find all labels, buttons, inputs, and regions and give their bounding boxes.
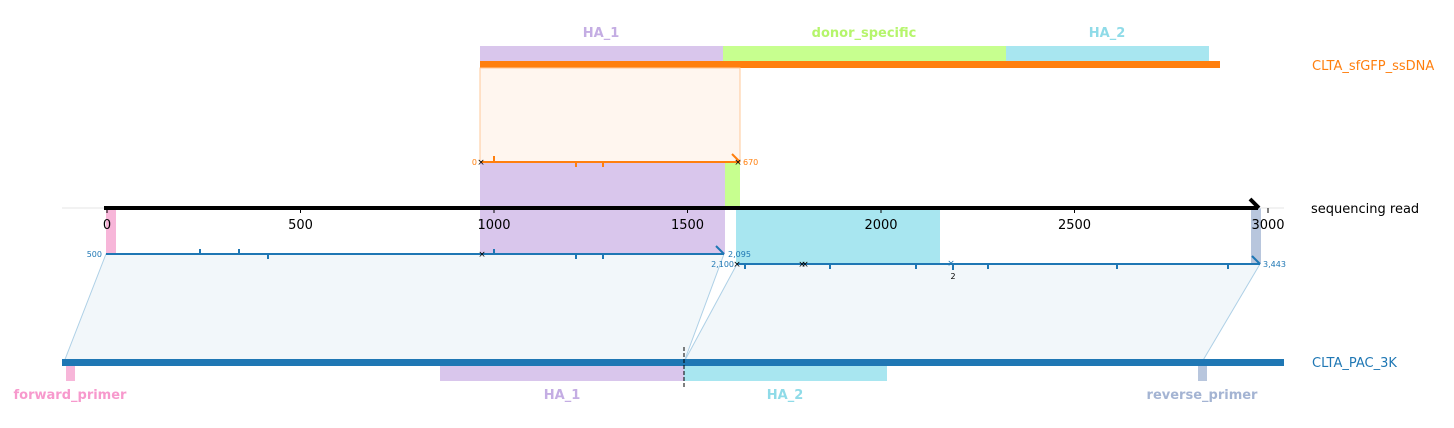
bottom-alignment-2-insertion-mark: ×: [947, 259, 955, 269]
bottom-feature-fwd-label: forward_primer: [14, 388, 128, 403]
bottom-alignment-2: × × × × 2,100 3,443 2: [711, 255, 1286, 281]
read-axis-tick-label: 500: [288, 218, 313, 233]
read-projected-ha1: [480, 162, 725, 208]
top-feature-ha1-bar: [480, 46, 723, 62]
bottom-alignment-2-mismatch-count: 2: [950, 272, 955, 281]
bottom-alignment-1-x-mark: ×: [478, 250, 486, 260]
read-axis-tick-label: 1500: [671, 218, 704, 233]
top-feature-ha1-label: HA_1: [583, 26, 620, 41]
top-mapping-region: [479, 67, 741, 163]
top-feature-donor-label: donor_specific: [812, 26, 917, 41]
bottom-alignment-1-start-coord: 500: [87, 250, 102, 259]
bottom-feature-rev-bar: [1198, 366, 1207, 381]
read-axis-tick-label: 2500: [1058, 218, 1091, 233]
bottom-alignment-2-end-hook: [1251, 255, 1261, 265]
bottom-feature-fwd-bar: [66, 366, 75, 381]
bottom-feature-ha1-bar: [440, 366, 684, 381]
top-alignment-x-end: ×: [734, 158, 742, 168]
top-alignment-start-coord: 0: [472, 158, 477, 167]
read-axis-tick-label: 3000: [1251, 218, 1284, 233]
read-axis-tick-label: 1000: [477, 218, 510, 233]
top-sequence-line: [480, 61, 1220, 68]
read-arrow-head: [1248, 197, 1261, 210]
top-alignment-end-hook: [731, 153, 741, 163]
top-construct: HA_1 donor_specific HA_2 CLTA_sfGFP_ssDN…: [480, 26, 1434, 74]
top-feature-ha2-bar: [1006, 46, 1209, 62]
read-lower-ha1: [480, 208, 725, 254]
bottom-alignment-1-end-coord: 2,095: [728, 250, 751, 259]
bottom-alignment-2-start-coord: 2,100: [711, 260, 734, 269]
read-lower-rev-primer: [1251, 208, 1261, 264]
bottom-feature-ha2-bar: [684, 366, 887, 381]
read-lower-fwd-primer: [106, 208, 116, 254]
read-axis-tick-label: 2000: [864, 218, 897, 233]
top-alignment-x-start: ×: [477, 158, 485, 168]
top-feature-ha2-label: HA_2: [1089, 26, 1126, 41]
top-alignment: × × 0 670: [472, 153, 758, 168]
bottom-alignment-2-x-mark: ×: [801, 260, 809, 270]
bottom-feature-ha2-label: HA_2: [767, 388, 804, 403]
bottom-alignment-1-end-hook: [715, 245, 725, 255]
top-alignment-end-coord: 670: [743, 158, 758, 167]
bottom-alignment-2-end-coord: 3,443: [1263, 260, 1286, 269]
top-feature-donor-bar: [723, 46, 1006, 62]
bottom-feature-ha1-label: HA_1: [544, 388, 581, 403]
read-projected-donor: [725, 162, 740, 208]
read-lower-ha2: [736, 208, 940, 264]
bottom-alignment-2-x-mark: ×: [798, 260, 806, 270]
bottom-alignment-2-x-mark: ×: [733, 260, 741, 270]
bottom-sequence-name: CLTA_PAC_3K: [1312, 356, 1397, 371]
top-sequence-name: CLTA_sfGFP_ssDNA: [1312, 59, 1434, 74]
read-axis-ticks: 0 500 1000 1500 2000 2500 3000: [103, 208, 1285, 233]
bottom-mapping-region-1: [63, 253, 725, 363]
sequencing-read-name: sequencing read: [1311, 202, 1419, 217]
bottom-alignment-1: × 500 2,095: [87, 245, 751, 260]
bottom-sequence-line: [62, 359, 1284, 366]
sequencing-read: 0 500 1000 1500 2000 2500 3000 sequencing read: [62, 197, 1419, 233]
bottom-feature-rev-label: reverse_primer: [1147, 388, 1259, 403]
read-axis-tick-label: 0: [103, 218, 111, 233]
bottom-construct: forward_primer HA_1 HA_2 reverse_primer …: [14, 347, 1397, 403]
bottom-mapping-region-2: [683, 263, 1261, 363]
